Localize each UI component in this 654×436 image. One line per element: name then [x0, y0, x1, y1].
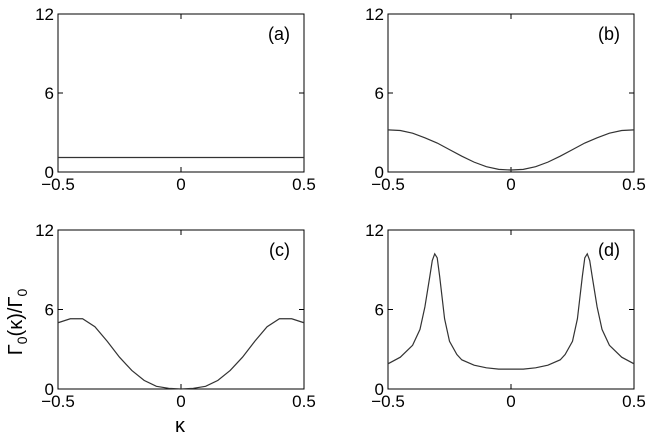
panel-label: (b)	[598, 24, 620, 44]
y-axis-label-paren: (κ)/Γ	[5, 297, 27, 337]
y-tick-label: 12	[35, 5, 54, 24]
plot-frame	[57, 229, 305, 390]
y-axis-label: Γ0(κ)/Γ0	[5, 289, 30, 356]
x-tick-label: 0	[506, 175, 515, 194]
y-tick-label: 0	[375, 163, 384, 182]
x-tick-label: −0.5	[41, 175, 75, 194]
x-tick-label: 0	[176, 175, 185, 194]
x-tick-label: 0.5	[622, 175, 646, 194]
x-tick-label: 0.5	[292, 175, 316, 194]
y-tick-label: 0	[45, 163, 54, 182]
y-tick-label: 0	[45, 380, 54, 399]
panel-label: (c)	[269, 240, 290, 260]
y-axis-label-sub2: 0	[14, 289, 30, 297]
x-tick-label: −0.5	[41, 392, 75, 411]
panel-label: (d)	[598, 240, 620, 260]
series-line	[387, 129, 635, 171]
x-tick-label: −0.5	[371, 392, 405, 411]
y-axis-label-sub1: 0	[14, 336, 30, 344]
x-tick-label: 0.5	[292, 392, 316, 411]
x-tick-label: 0.5	[622, 392, 646, 411]
series-line	[57, 318, 305, 390]
y-tick-label: 12	[365, 221, 384, 240]
y-tick-label: 12	[365, 5, 384, 24]
x-tick-label: 0	[506, 392, 515, 411]
y-tick-label: 6	[45, 301, 54, 320]
y-tick-label: 6	[45, 84, 54, 103]
y-tick-label: 0	[375, 380, 384, 399]
y-tick-label: 6	[375, 301, 384, 320]
x-axis-label: κ	[175, 415, 186, 436]
x-tick-label: 0	[176, 392, 185, 411]
y-axis-label-main: Γ	[5, 344, 27, 355]
series-line	[387, 252, 635, 370]
panel-label: (a)	[268, 24, 290, 44]
x-tick-label: −0.5	[371, 175, 405, 194]
y-tick-label: 12	[35, 221, 54, 240]
y-tick-label: 6	[375, 84, 384, 103]
